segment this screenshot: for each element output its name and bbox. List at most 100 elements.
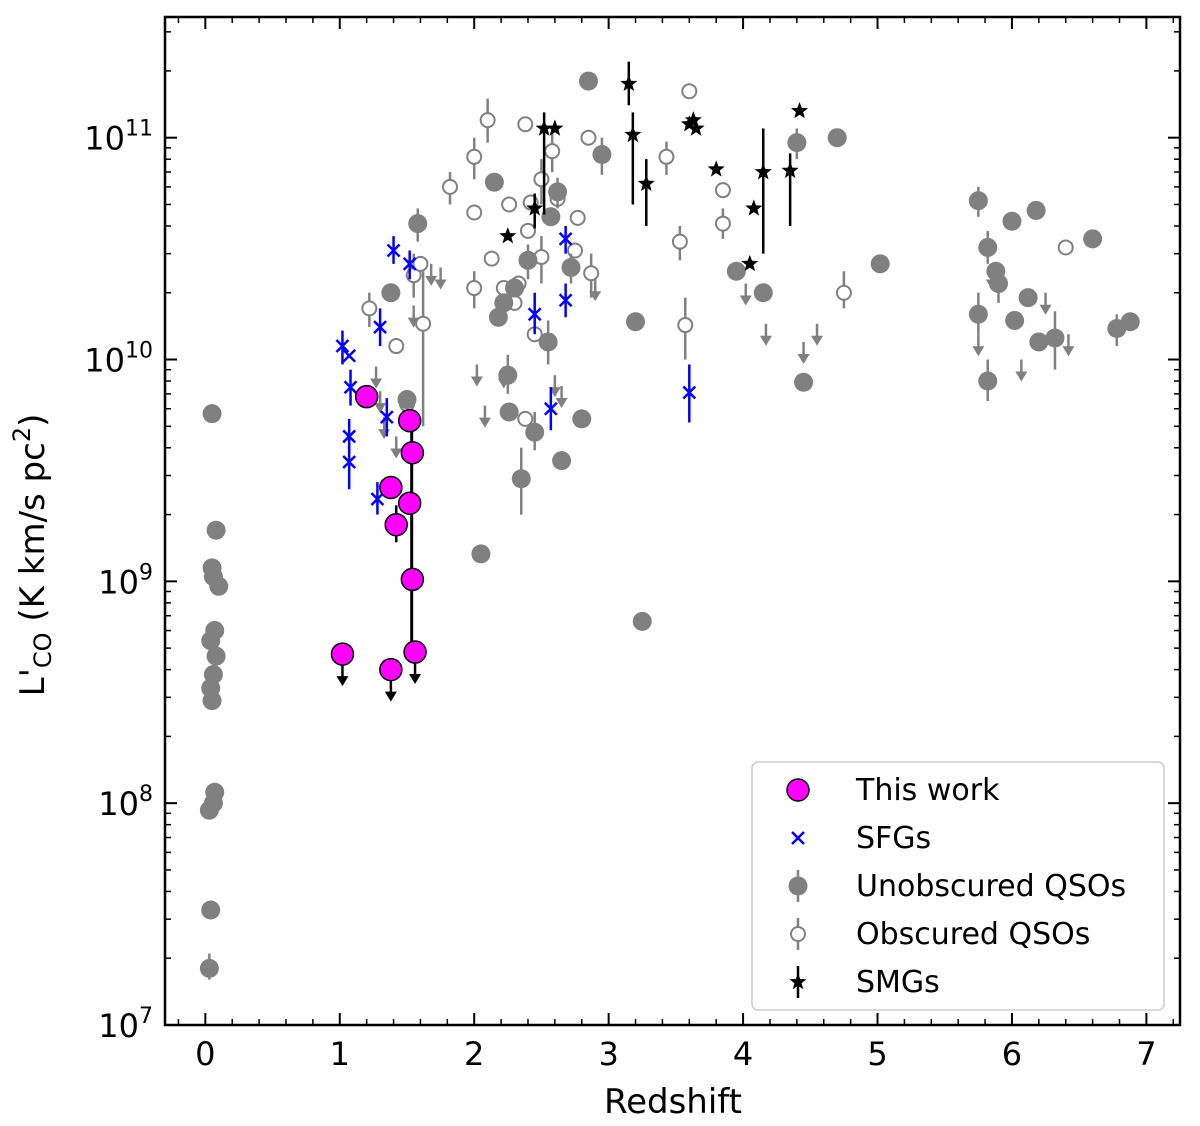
grey-open-circle-point — [569, 209, 586, 226]
legend-label: Unobscured QSOs — [856, 869, 1126, 904]
grey-filled-circle-point — [1120, 312, 1140, 332]
magenta-circle-point — [354, 384, 379, 409]
upper-limit-arrow-head — [972, 346, 985, 357]
black-star-point — [624, 125, 642, 143]
grey-filled-circle-point — [518, 250, 538, 270]
grey-filled-circle-point — [498, 365, 518, 385]
grey-filled-circle-point — [381, 283, 401, 303]
blue-cross-point — [373, 320, 387, 334]
grey-filled-circle-point — [494, 293, 514, 313]
blue-cross-point — [342, 348, 357, 363]
blue-cross-point — [682, 385, 697, 400]
upper-limit-arrow-head — [390, 448, 403, 459]
grey-filled-circle-point — [978, 237, 998, 257]
grey-filled-circle-point — [488, 307, 508, 327]
series-this-work — [330, 384, 427, 702]
magenta-circle-point — [330, 642, 355, 666]
grey-filled-circle-point — [726, 261, 746, 281]
x-tick-label: 3 — [598, 1035, 618, 1073]
grey-open-circle-point — [517, 410, 534, 427]
legend-marker — [791, 831, 805, 845]
blue-cross-point — [386, 243, 401, 258]
legend-marker — [788, 876, 808, 896]
legend-entry: SFGs — [791, 821, 931, 856]
grey-filled-circle-point — [202, 404, 222, 424]
grey-open-circle-point — [483, 250, 500, 267]
upper-limit-arrow-head — [811, 335, 824, 346]
grey-filled-circle-point — [202, 691, 222, 711]
grey-open-circle-point — [1057, 239, 1074, 256]
x-axis-title: Redshift — [604, 1082, 742, 1122]
grey-open-circle-point — [519, 222, 536, 239]
grey-open-circle-point — [415, 315, 432, 332]
grey-filled-circle-point — [538, 332, 558, 352]
blue-cross-point — [343, 380, 358, 395]
grey-filled-circle-point — [1026, 200, 1046, 220]
grey-open-circle-point — [466, 148, 483, 165]
legend-entry: Obscured QSOs — [790, 917, 1090, 952]
x-tick-label: 1 — [330, 1035, 350, 1073]
upper-limit-arrow-head — [425, 275, 438, 286]
grey-filled-circle-point — [827, 128, 847, 148]
data-markers — [199, 61, 1140, 980]
grey-open-circle-point — [361, 300, 378, 317]
black-star-point — [790, 101, 809, 119]
grey-filled-circle-point — [592, 144, 612, 164]
grey-filled-circle-point — [199, 958, 219, 978]
legend-marker — [789, 973, 807, 990]
grey-filled-circle-point — [753, 283, 773, 303]
magenta-circle-point — [397, 491, 422, 515]
upper-limit-arrow-head — [739, 295, 752, 306]
grey-filled-circle-point — [578, 71, 598, 91]
legend-marker — [790, 926, 806, 942]
magenta-circle-point — [384, 512, 408, 537]
grey-filled-circle-point — [787, 133, 807, 153]
grey-filled-circle-point — [541, 207, 561, 227]
upper-limit-arrow-head — [370, 378, 383, 389]
black-star-point — [526, 199, 544, 216]
grey-open-circle-point — [544, 143, 561, 160]
legend-entry: SMGs — [789, 965, 940, 1000]
legend-label: Obscured QSOs — [856, 917, 1090, 952]
blue-cross-point — [558, 293, 573, 308]
black-star-point — [707, 160, 725, 177]
black-star-point — [535, 119, 553, 136]
series-sfgs — [335, 225, 697, 515]
grey-filled-circle-point — [471, 544, 491, 564]
magenta-circle-point — [400, 567, 425, 592]
upper-limit-arrow-head — [374, 403, 387, 414]
grey-filled-circle-point — [499, 402, 519, 422]
y-tick-label: 1010 — [84, 339, 153, 380]
grey-filled-circle-point — [1018, 288, 1038, 308]
grey-filled-circle-point — [209, 576, 229, 596]
grey-open-circle-point — [671, 233, 688, 250]
grey-filled-circle-point — [206, 520, 226, 540]
grey-filled-circle-point — [978, 371, 998, 391]
blue-cross-point — [543, 401, 558, 416]
legend-entry: Unobscured QSOs — [788, 869, 1126, 904]
grey-filled-circle-point — [552, 451, 572, 471]
grey-filled-circle-point — [632, 611, 652, 631]
grey-filled-circle-point — [989, 274, 1009, 294]
x-tick-label: 0 — [195, 1035, 215, 1073]
x-tick-label: 4 — [733, 1035, 753, 1073]
magenta-circle-upper-limit-head — [384, 691, 397, 702]
grey-open-circle-point — [517, 116, 534, 133]
magenta-circle-point — [379, 657, 403, 682]
grey-filled-circle-point — [1045, 328, 1065, 348]
black-star-point — [754, 163, 772, 180]
black-star-point — [499, 227, 517, 244]
upper-limit-arrow-head — [1039, 304, 1052, 315]
grey-open-circle-point — [466, 280, 483, 297]
grey-filled-circle-point — [1029, 332, 1049, 352]
grey-filled-circle-point — [1002, 211, 1022, 231]
grey-filled-circle-point — [511, 469, 531, 489]
series-obscured-qsos — [361, 83, 1074, 427]
grey-open-circle-point — [714, 182, 731, 199]
upper-limit-arrow-head — [1015, 371, 1028, 382]
upper-limit-arrow-head — [555, 397, 568, 408]
series-unobscured-qsos — [199, 71, 1140, 980]
black-star-point — [741, 254, 759, 272]
blue-cross-point — [402, 256, 417, 271]
blue-cross-point — [379, 410, 394, 424]
